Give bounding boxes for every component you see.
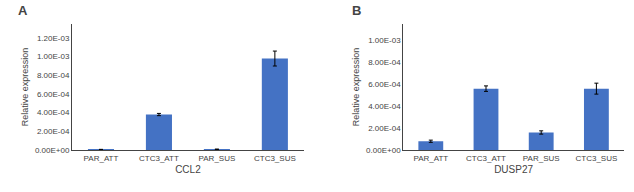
svg-text:PAR_ATT: PAR_ATT	[84, 154, 119, 163]
svg-text:PAR_SUS: PAR_SUS	[523, 154, 560, 163]
svg-text:Relative expression: Relative expression	[351, 48, 361, 127]
svg-text:CTC3_SUS: CTC3_SUS	[254, 154, 296, 163]
svg-text:PAR_SUS: PAR_SUS	[199, 154, 236, 163]
svg-text:0.00E+00: 0.00E+00	[35, 146, 70, 155]
svg-text:1.00E-03: 1.00E-03	[37, 52, 70, 61]
svg-text:4.00E-04: 4.00E-04	[37, 108, 70, 117]
svg-text:1.00E-03: 1.00E-03	[368, 36, 401, 45]
svg-text:CTC3_SUS: CTC3_SUS	[576, 154, 618, 163]
svg-text:8.00E-04: 8.00E-04	[368, 58, 401, 67]
svg-text:CCL2: CCL2	[175, 164, 201, 175]
svg-text:6.00E-04: 6.00E-04	[37, 90, 70, 99]
svg-text:PAR_ATT: PAR_ATT	[413, 154, 448, 163]
svg-text:8.00E-04: 8.00E-04	[37, 71, 70, 80]
svg-text:4.00E-04: 4.00E-04	[368, 102, 401, 111]
svg-text:1.20E-03: 1.20E-03	[37, 34, 70, 43]
svg-text:0.00E+00: 0.00E+00	[366, 146, 401, 155]
svg-text:A: A	[18, 3, 28, 18]
svg-text:DUSP27: DUSP27	[494, 164, 533, 175]
svg-text:CTC3_ATT: CTC3_ATT	[139, 154, 179, 163]
svg-text:CTC3_ATT: CTC3_ATT	[466, 154, 506, 163]
svg-text:2.00E-04: 2.00E-04	[37, 127, 70, 136]
svg-text:2.00E-04: 2.00E-04	[368, 124, 401, 133]
svg-text:6.00E-04: 6.00E-04	[368, 80, 401, 89]
svg-text:Relative expression: Relative expression	[20, 48, 30, 127]
svg-text:B: B	[352, 3, 361, 18]
